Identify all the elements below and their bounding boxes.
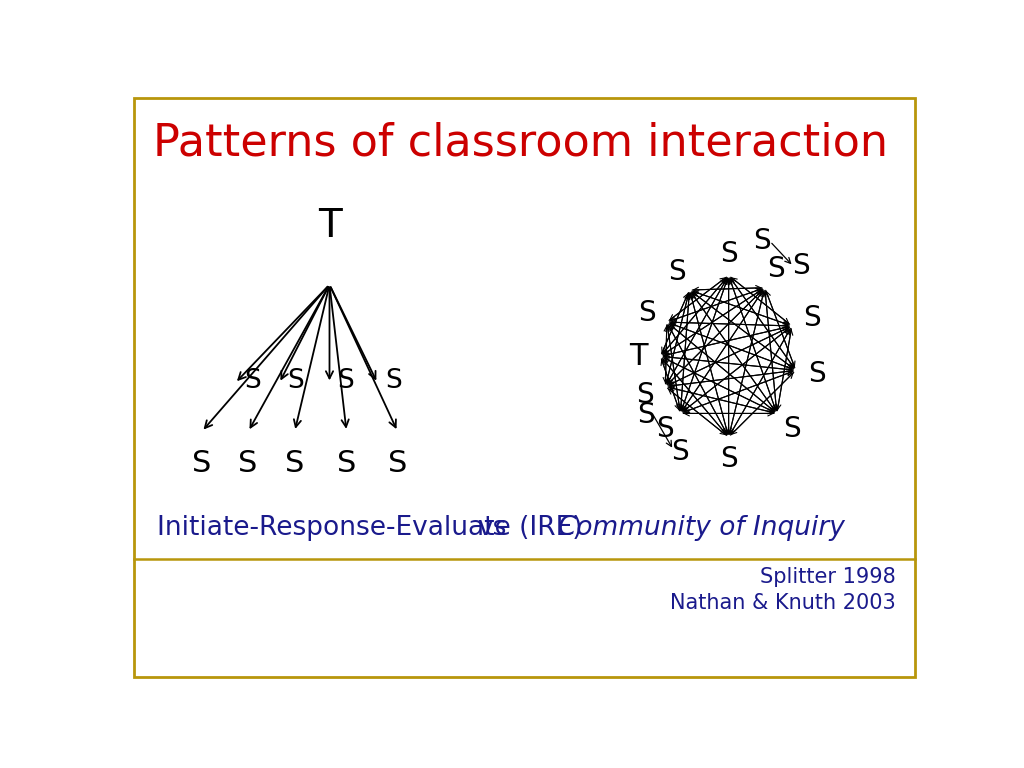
Text: Splitter 1998: Splitter 1998 [760,568,895,588]
Text: S: S [337,368,354,394]
Text: S: S [638,299,656,327]
Text: S: S [754,227,771,255]
Text: S: S [245,368,261,394]
Text: S: S [783,415,801,442]
Text: Initiate-Response-Evaluate (IRE): Initiate-Response-Evaluate (IRE) [158,515,583,541]
Text: vs: vs [477,515,507,541]
Text: S: S [767,256,785,283]
Text: S: S [388,449,408,478]
Text: Nathan & Knuth 2003: Nathan & Knuth 2003 [670,593,895,613]
Text: S: S [287,368,304,394]
Text: T: T [317,207,341,245]
Text: S: S [656,415,674,442]
Text: S: S [669,258,686,286]
Text: S: S [671,438,688,465]
Text: S: S [720,240,737,268]
Text: Community of Inquiry: Community of Inquiry [558,515,845,541]
Text: S: S [239,449,258,478]
Text: S: S [808,360,826,388]
Text: S: S [720,445,737,472]
Text: S: S [637,401,654,429]
Text: S: S [337,449,356,478]
Text: S: S [191,449,211,478]
Text: S: S [637,381,654,409]
Text: S: S [385,368,402,394]
Text: S: S [793,253,810,280]
Text: S: S [803,304,821,332]
Text: Patterns of classroom interaction: Patterns of classroom interaction [153,121,888,164]
Text: T: T [630,342,648,371]
Text: S: S [285,449,304,478]
